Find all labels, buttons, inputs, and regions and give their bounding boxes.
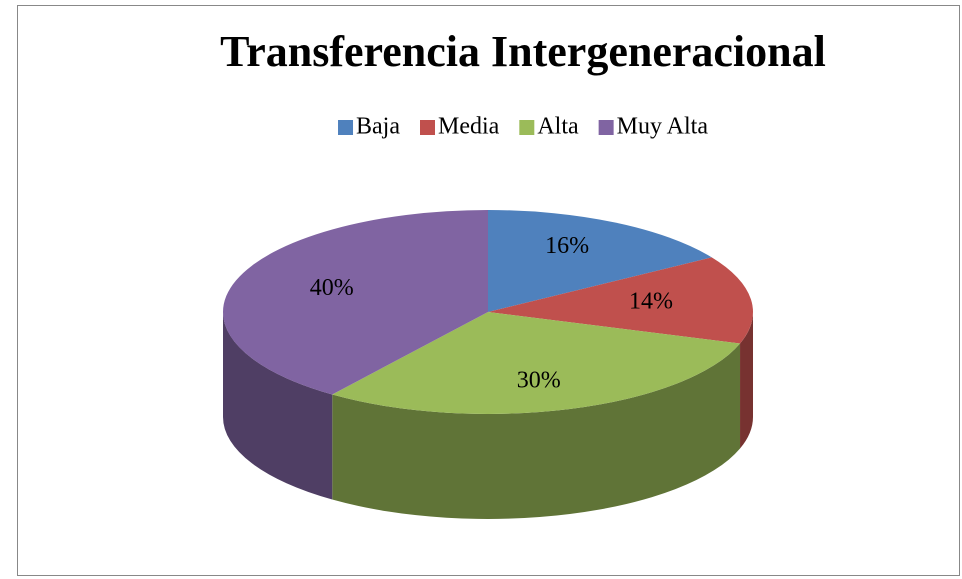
slice-side [223, 312, 333, 500]
slice-side [332, 343, 741, 519]
legend-label: Media [438, 114, 500, 140]
slice [332, 312, 741, 415]
legend-label: Alta [537, 114, 579, 140]
slice [488, 210, 712, 312]
data-label: 14% [629, 288, 673, 314]
pie-sides [223, 312, 753, 519]
legend-swatch [338, 120, 354, 135]
data-label: 40% [310, 275, 354, 301]
pie-tops [222, 210, 753, 415]
legend-label: Muy Alta [617, 114, 709, 140]
data-labels: 16% 14% 30% 40% [310, 233, 673, 393]
slice [488, 257, 753, 344]
data-label: 16% [545, 233, 589, 259]
chart-title: Transferencia Intergeneracional [220, 27, 826, 76]
data-label: 30% [517, 367, 561, 393]
slice-side [740, 312, 753, 449]
legend-swatch [519, 120, 535, 135]
legend-label: Baja [356, 114, 400, 140]
legend-swatch [420, 120, 435, 135]
legend-swatch [598, 120, 614, 135]
legend: Baja Media Alta Muy Alta [338, 114, 708, 140]
slice [222, 210, 488, 395]
